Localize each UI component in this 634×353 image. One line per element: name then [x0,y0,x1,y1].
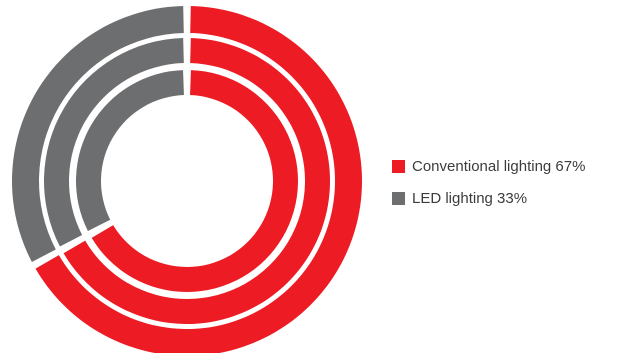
ring-2-segment-led [43,38,184,247]
legend: Conventional lighting 67% LED lighting 3… [392,156,585,220]
legend-swatch-conventional [392,159,405,173]
ring-1-segment-led [12,6,184,262]
legend-item-led: LED lighting 33% [392,188,585,208]
legend-label-conventional: Conventional lighting 67% [412,157,586,175]
legend-swatch-led [392,191,405,205]
ring-3-segment-led [75,70,184,231]
concentric-donut-chart [12,6,362,353]
legend-label-led: LED lighting 33% [412,189,528,207]
legend-item-conventional: Conventional lighting 67% [392,156,585,176]
